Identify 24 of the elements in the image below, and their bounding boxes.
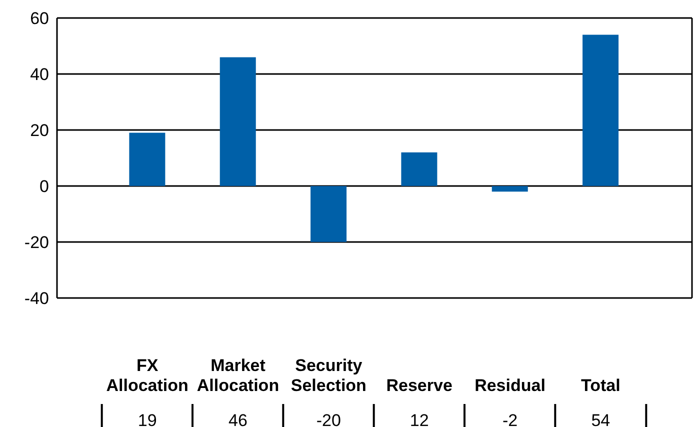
- bar: [129, 132, 166, 186]
- bar: [582, 34, 619, 186]
- bar: [220, 57, 256, 186]
- y-tick-label: -40: [24, 289, 49, 308]
- data-label: 46: [228, 411, 248, 427]
- data-label: 12: [410, 411, 429, 427]
- data-label: -2: [502, 411, 518, 427]
- bar: [492, 186, 528, 192]
- y-tick-label: 40: [30, 65, 49, 84]
- y-tick-label: -20: [24, 233, 49, 252]
- y-tick-label: 20: [30, 121, 49, 140]
- x-tick-label: FX Allocation: [106, 356, 188, 395]
- data-label: 54: [591, 411, 610, 427]
- x-tick-label: Total: [580, 376, 620, 395]
- x-tick-label: Residual: [474, 376, 546, 395]
- data-label: -20: [316, 411, 341, 427]
- bar: [310, 186, 347, 242]
- y-tick-label: 60: [30, 9, 49, 28]
- x-tick-label: Reserve: [386, 376, 452, 395]
- data-label: 19: [138, 411, 157, 427]
- x-tick-label: Security Selection: [290, 356, 366, 395]
- x-tick-label: Market Allocation: [196, 356, 280, 395]
- y-tick-label: 0: [40, 177, 49, 196]
- bar: [401, 152, 438, 186]
